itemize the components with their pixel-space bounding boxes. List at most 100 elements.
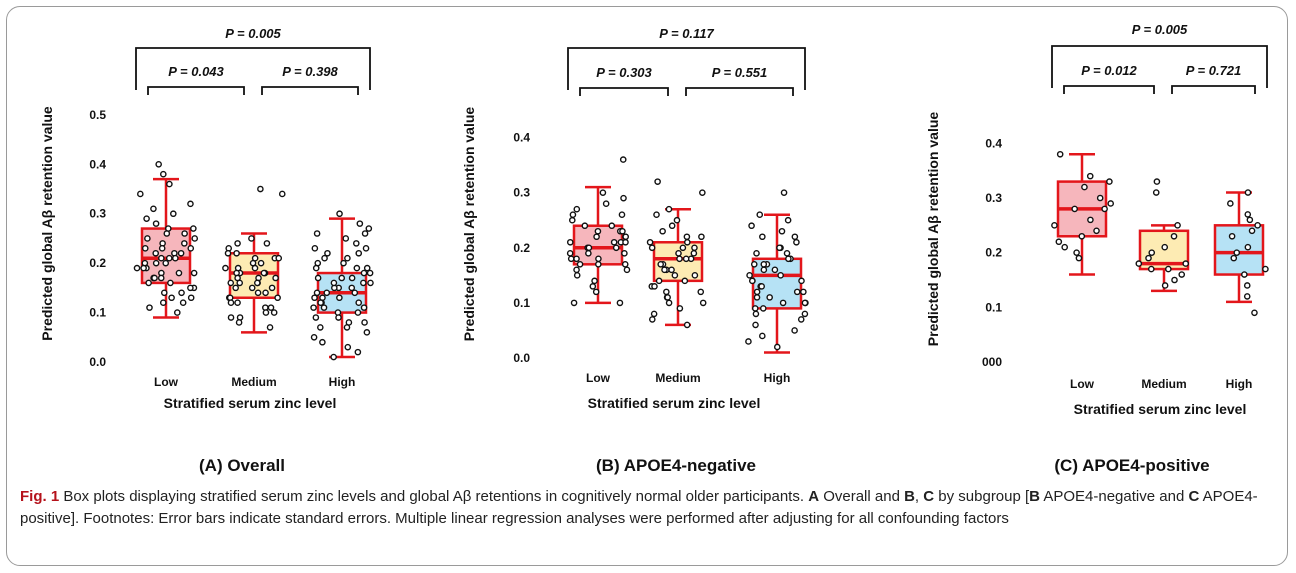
- data-point: [233, 249, 240, 257]
- caption-text-5: APOE4-negative and: [1040, 488, 1189, 505]
- significance-bracket: [567, 47, 806, 90]
- significance-bracket: [685, 87, 794, 96]
- data-point: [367, 279, 374, 287]
- data-point: [158, 254, 165, 262]
- data-point: [1101, 205, 1108, 213]
- data-point: [160, 289, 168, 297]
- data-point: [173, 309, 181, 316]
- data-point: [585, 244, 593, 252]
- caption-ref-b2: B: [1029, 488, 1041, 505]
- data-point: [1165, 265, 1172, 273]
- data-point: [158, 245, 166, 252]
- category-label: High: [764, 371, 791, 385]
- data-point: [363, 264, 371, 272]
- data-point: [595, 261, 602, 268]
- data-point: [321, 254, 328, 262]
- data-point: [181, 240, 188, 247]
- data-point: [313, 289, 321, 297]
- data-point: [683, 233, 691, 241]
- y-tick-label: 0.1: [89, 306, 106, 320]
- data-point: [690, 249, 698, 257]
- caption-text-3: ,: [914, 488, 924, 505]
- data-point: [573, 266, 580, 274]
- data-point: [576, 261, 584, 268]
- chart-apoe4-negative: 0.0 0.1 0.2 0.3 0.4 Predicted global Aβ reten…: [461, 26, 809, 411]
- data-point: [758, 283, 765, 290]
- data-point: [168, 294, 175, 302]
- data-point: [793, 288, 801, 296]
- data-point: [234, 299, 241, 306]
- data-point: [344, 254, 351, 262]
- y-tick-label: 0.3: [513, 186, 530, 200]
- data-point: [773, 343, 781, 351]
- data-point: [1230, 254, 1238, 262]
- data-point: [1148, 249, 1156, 256]
- data-point: [270, 309, 278, 316]
- data-point: [1248, 227, 1256, 235]
- data-point: [319, 338, 326, 346]
- p-value-label: P = 0.721: [1186, 63, 1242, 78]
- data-point: [752, 310, 760, 318]
- data-point: [320, 304, 328, 311]
- data-point: [1178, 271, 1186, 278]
- data-point: [649, 316, 656, 323]
- x-axis-label: Stratified serum zinc level: [588, 395, 761, 411]
- figure-caption: Fig. 1 Box plots displaying stratified s…: [20, 486, 1270, 530]
- category-label: Low: [1070, 377, 1095, 391]
- data-point: [140, 264, 147, 272]
- data-point: [760, 261, 768, 268]
- y-axis-label: Predicted global Aβ retention value: [925, 112, 941, 347]
- caption-text-2: Overall and: [819, 488, 905, 505]
- data-point: [311, 294, 318, 302]
- data-point: [784, 216, 792, 224]
- data-point: [801, 310, 809, 318]
- data-point: [771, 266, 779, 274]
- data-point: [1051, 222, 1058, 229]
- data-point: [791, 233, 799, 241]
- data-point: [585, 249, 592, 257]
- data-point: [187, 200, 194, 208]
- data-point: [162, 259, 170, 267]
- data-point: [623, 266, 631, 274]
- data-point: [145, 279, 152, 287]
- data-point: [272, 274, 279, 282]
- chart-apoe4-positive: 000 0.1 0.2 0.3 0.4 Predicted global Aβ reten…: [925, 22, 1269, 417]
- data-point: [801, 299, 809, 307]
- p-value-label: P = 0.117: [659, 26, 714, 41]
- data-point: [187, 245, 195, 252]
- data-point: [191, 235, 199, 242]
- data-point: [274, 294, 281, 302]
- data-point: [1251, 309, 1258, 317]
- data-point: [360, 269, 368, 277]
- y-tick-label: 0.5: [89, 108, 106, 122]
- data-point: [361, 230, 369, 237]
- data-point: [759, 305, 767, 312]
- significance-bracket: [147, 86, 245, 95]
- data-point: [360, 304, 368, 311]
- data-point: [671, 272, 679, 279]
- data-point: [745, 338, 752, 345]
- category-label: Medium: [1141, 377, 1186, 391]
- data-point: [589, 283, 597, 290]
- y-tick-label: 0.4: [985, 136, 1002, 150]
- data-point: [141, 245, 149, 252]
- data-point: [1093, 227, 1100, 235]
- data-point: [343, 324, 351, 331]
- box-high: [316, 217, 368, 359]
- data-point: [163, 230, 171, 237]
- data-point: [608, 222, 616, 230]
- y-axis-label: Predicted global Aβ retention value: [39, 106, 55, 341]
- y-tick-label: 0.2: [89, 256, 106, 270]
- subtitle-apoe4-negative: (B) APOE4-negative: [596, 456, 756, 475]
- category-label: Low: [154, 375, 179, 389]
- y-tick-label: 0.2: [513, 241, 530, 255]
- data-point: [268, 284, 276, 292]
- data-point: [573, 272, 581, 279]
- data-point: [342, 235, 350, 242]
- data-point: [750, 261, 758, 268]
- caption-text-4: by subgroup [: [934, 488, 1030, 505]
- significance-bracket: [135, 47, 371, 90]
- data-point: [691, 244, 698, 252]
- p-value-label: P = 0.303: [596, 65, 652, 80]
- y-tick-label: 0.2: [985, 246, 1002, 260]
